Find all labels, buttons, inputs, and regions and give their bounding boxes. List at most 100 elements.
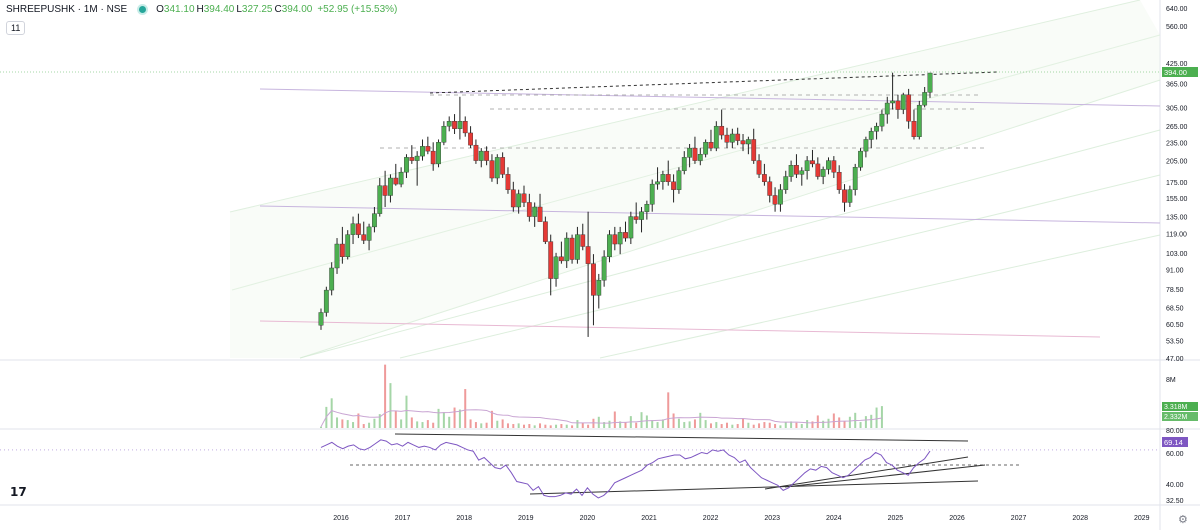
candle-body [553, 256, 559, 279]
candle-body [601, 256, 607, 281]
rsi-trendline-support [784, 464, 986, 488]
diagonal-channel-line [229, 0, 1141, 213]
candle-body [713, 125, 719, 149]
volume-bar [667, 392, 670, 428]
candle-body [724, 134, 730, 143]
gear-icon[interactable]: ⚙ [1178, 514, 1188, 526]
candle-body [473, 144, 479, 161]
time-tick-label: 2025 [888, 515, 904, 522]
volume-bar [464, 389, 467, 428]
volume-bar [619, 421, 622, 428]
volume-bar [774, 424, 777, 428]
volume-bar [336, 417, 339, 428]
diagonal-channel-line [599, 234, 1161, 359]
volume-bar [410, 417, 413, 428]
candle-body [761, 174, 767, 182]
price-tick-label: 265.00 [1166, 124, 1188, 131]
volume-bar [506, 423, 509, 428]
volume-bar [608, 420, 611, 428]
volume-bar [565, 424, 568, 428]
price-tick-label: 305.00 [1166, 105, 1188, 112]
candle-body [420, 146, 425, 157]
candle-body [874, 125, 879, 132]
volume-bar [341, 419, 344, 428]
candle-body [751, 139, 757, 161]
price-tick-label: 53.50 [1166, 339, 1184, 346]
candle-body [446, 121, 452, 127]
candle-body [339, 243, 345, 258]
candle-body [510, 189, 516, 208]
volume-bar [426, 420, 429, 428]
candle-body [660, 174, 666, 182]
candle-body [500, 157, 506, 175]
volume-bar [581, 422, 584, 428]
volume-bar [880, 406, 883, 428]
volume-bar [859, 422, 862, 428]
diagonal-channel-line [299, 79, 1161, 359]
candle-body [323, 289, 329, 313]
candle-body [826, 160, 831, 170]
volume-bar [501, 419, 504, 428]
candle-body [922, 92, 928, 106]
price-axis: 640.00 560.00 425.00 365.00 305.00 265.00 235.… [1162, 6, 1198, 505]
volume-bar [683, 422, 686, 428]
candle-body [799, 170, 805, 175]
diagonal-channel-line [299, 129, 1161, 359]
volume-bar [784, 422, 787, 428]
high-label: H [196, 4, 204, 15]
volume-bar [742, 418, 745, 428]
volume-bar [357, 413, 360, 428]
candle-body [377, 185, 383, 214]
volume-bar [672, 413, 675, 428]
symbol-legend[interactable]: SHREEPUSHK · 1M · NSE O 341.10 H 394.40 … [6, 4, 397, 15]
volume-pane [320, 364, 883, 428]
volume-bar [661, 419, 664, 428]
candle-body [890, 100, 896, 104]
candle-body [858, 150, 863, 168]
candle-body [676, 170, 682, 190]
candle-body [425, 146, 431, 152]
candle-body [484, 150, 490, 161]
time-tick-label: 2024 [826, 515, 842, 522]
candle-body [505, 174, 511, 190]
candle-body [436, 142, 441, 165]
volume-bar [458, 409, 461, 428]
volume-bar [870, 414, 873, 428]
volume-bar [378, 414, 381, 428]
candle-body [430, 150, 436, 165]
price-tick-label: 425.00 [1166, 61, 1188, 68]
candle-body [575, 234, 580, 260]
candle-body [847, 189, 853, 203]
candle-body [703, 142, 709, 155]
candle-body [911, 121, 917, 137]
candle-body [617, 232, 623, 245]
volume-bar [560, 424, 563, 428]
rsi-trendline-bottom [529, 480, 979, 495]
change-value: +52.95 (+15.53%) [317, 4, 398, 15]
candle-body [815, 163, 821, 177]
candle-body [842, 189, 847, 203]
candle-body [388, 177, 393, 196]
close-value: 394.00 [281, 4, 313, 15]
high-value: 394.40 [203, 4, 235, 15]
candle-body [591, 263, 596, 296]
tradingview-logo-icon[interactable]: 17 [10, 485, 27, 499]
volume-bar [603, 422, 606, 428]
price-tick-label: 365.00 [1166, 81, 1188, 88]
low-label: L [236, 4, 242, 15]
volume-bar [320, 426, 322, 428]
candle-body [831, 160, 837, 173]
candle-body [355, 223, 361, 235]
price-tick-label: 155.00 [1166, 196, 1188, 203]
candle-body [366, 226, 372, 241]
volume-bar [651, 420, 654, 428]
candle-body [649, 183, 655, 205]
close-label: C [274, 4, 282, 15]
volume-bar [747, 422, 750, 428]
indicators-toggle-button[interactable]: 11 [6, 21, 26, 35]
candle-body [457, 121, 463, 129]
volume-bar [806, 420, 809, 428]
volume-bar [704, 420, 707, 428]
